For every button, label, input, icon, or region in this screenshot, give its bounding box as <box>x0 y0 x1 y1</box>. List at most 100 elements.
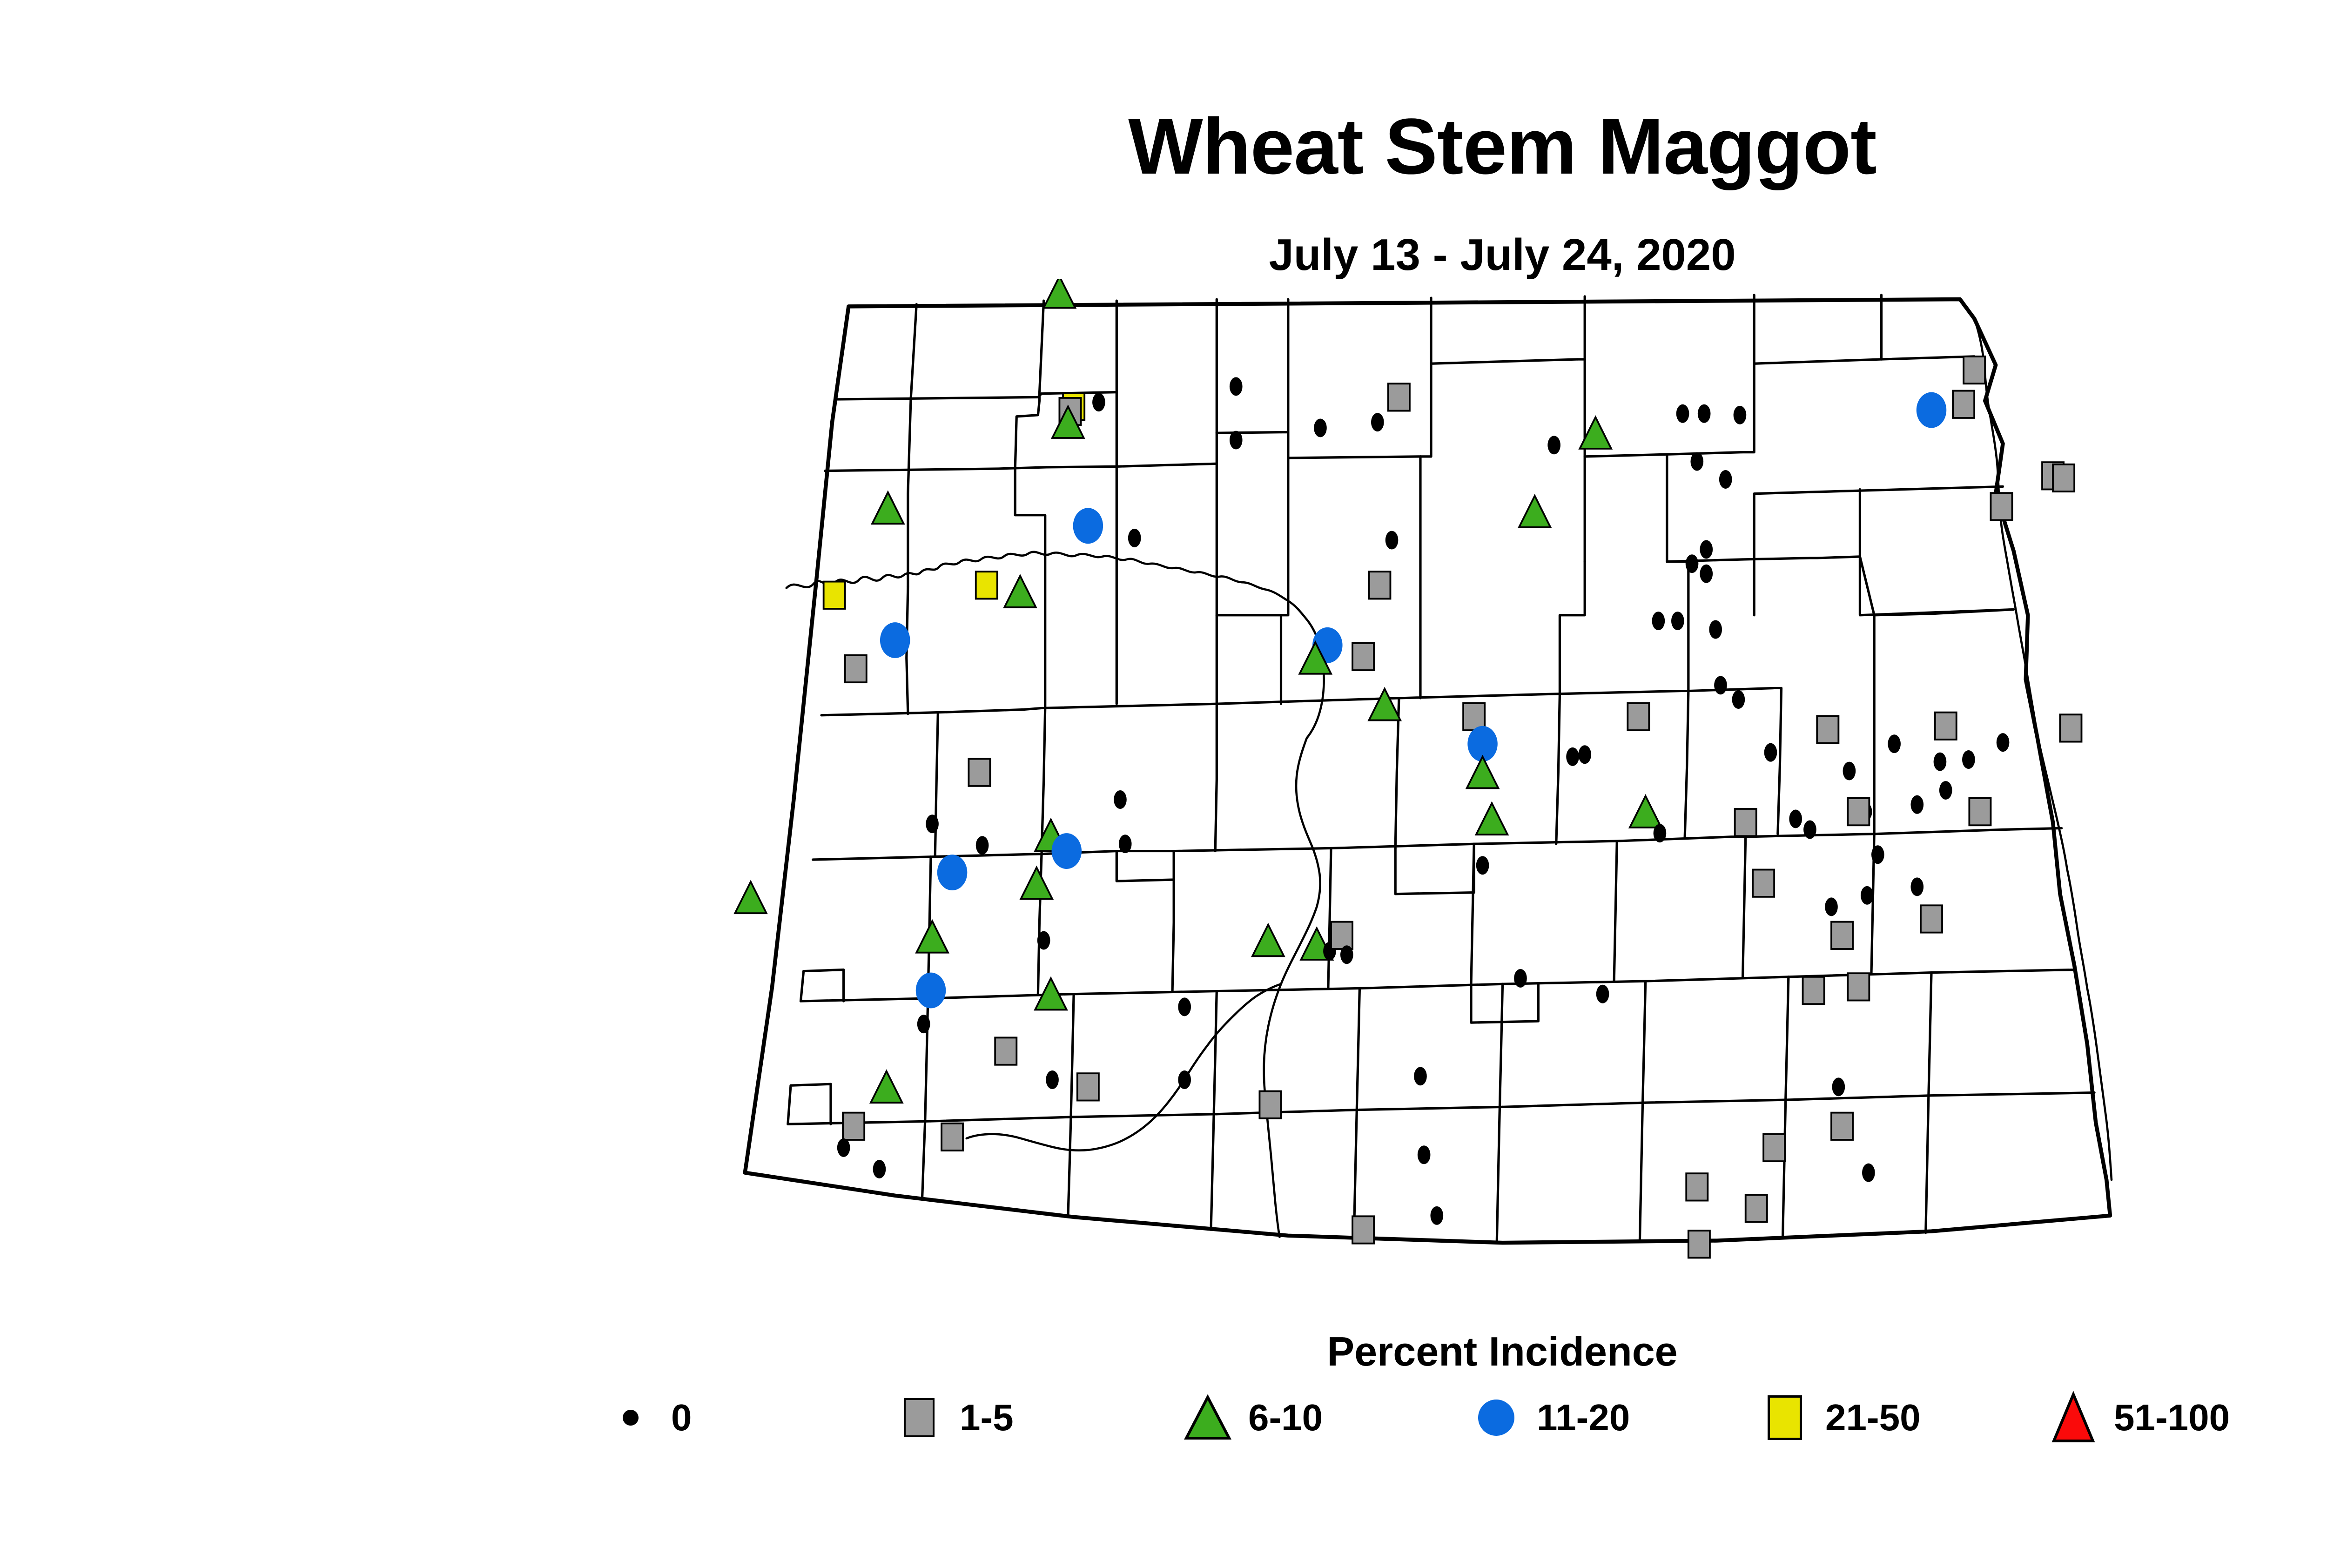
survey-marker <box>873 1160 886 1178</box>
page-subtitle: July 13 - July 24, 2020 <box>1269 230 1736 280</box>
county-boundaries <box>743 294 2113 1245</box>
blue-circle-icon <box>1466 1400 1527 1436</box>
survey-marker <box>1050 404 1085 439</box>
survey-marker <box>975 836 989 855</box>
survey-marker <box>1934 711 1957 740</box>
survey-marker <box>1385 531 1399 550</box>
survey-marker <box>1847 797 1870 827</box>
survey-marker <box>880 622 910 658</box>
survey-marker <box>1732 690 1745 709</box>
survey-marker <box>1752 868 1776 898</box>
legend-label-21-50: 21-50 <box>1825 1397 1921 1438</box>
survey-marker <box>1229 431 1243 450</box>
survey-marker <box>1628 794 1663 828</box>
legend-item-21-50: 21-50 <box>1755 1395 2043 1440</box>
survey-marker <box>1476 856 1489 875</box>
survey-marker <box>1685 1172 1709 1202</box>
survey-marker <box>1653 824 1667 843</box>
survey-marker <box>1803 820 1816 839</box>
red-river <box>1973 317 2113 1181</box>
survey-marker <box>1843 761 1856 781</box>
gray-square-icon <box>889 1398 949 1437</box>
survey-marker <box>1596 984 1609 1003</box>
survey-marker <box>1802 976 1825 1005</box>
survey-marker <box>1952 390 1976 419</box>
survey-marker <box>941 1122 964 1151</box>
survey-marker <box>1430 1206 1444 1225</box>
survey-marker <box>1330 921 1353 950</box>
survey-marker <box>1764 743 1777 762</box>
legend-label-11-20: 11-20 <box>1537 1397 1630 1438</box>
survey-marker <box>1414 1067 1427 1086</box>
survey-marker <box>1830 921 1854 950</box>
survey-marker <box>1578 415 1613 450</box>
survey-marker <box>1514 969 1527 988</box>
survey-marker <box>968 758 991 787</box>
survey-marker <box>1566 747 1579 766</box>
survey-marker <box>937 855 968 891</box>
yellow-square-icon <box>1755 1395 1815 1440</box>
survey-marker <box>1744 1194 1768 1223</box>
green-triangle-icon <box>1177 1394 1238 1441</box>
survey-marker <box>1178 1070 1191 1089</box>
survey-marker <box>1920 904 1943 934</box>
survey-marker <box>1832 1077 1845 1097</box>
survey-marker <box>1368 571 1392 600</box>
survey-marker <box>2059 713 2083 743</box>
survey-marker <box>1862 1163 1875 1182</box>
survey-marker <box>733 880 768 915</box>
survey-marker <box>1046 1070 1059 1089</box>
survey-marker <box>917 1015 930 1034</box>
survey-marker <box>870 490 905 525</box>
legend-label-6-10: 6-10 <box>1248 1397 1323 1438</box>
legend-items: 0 1-5 6-10 11-20 21-50 <box>600 1391 2327 1444</box>
survey-marker <box>1671 612 1684 631</box>
survey-marker <box>1128 528 1141 547</box>
survey-marker <box>1685 554 1699 573</box>
survey-marker <box>1709 620 1722 639</box>
survey-marker <box>1939 781 1952 800</box>
survey-marker <box>1990 492 2013 521</box>
survey-marker <box>1465 754 1500 789</box>
lake-sakakawea <box>785 551 1325 740</box>
map-svg <box>733 279 2113 1259</box>
missouri-river-west-branch <box>965 983 1282 1151</box>
survey-marker <box>915 919 949 954</box>
survey-markers <box>733 279 2083 1259</box>
missouri-river <box>1263 737 1321 1238</box>
survey-marker <box>1910 795 1924 814</box>
survey-marker <box>1417 1145 1431 1164</box>
survey-marker <box>1700 564 1713 583</box>
legend-item-1-5: 1-5 <box>889 1398 1177 1437</box>
survey-marker <box>994 1036 1018 1066</box>
survey-marker <box>1258 1090 1282 1119</box>
survey-marker <box>1700 540 1713 559</box>
survey-marker <box>1467 726 1498 762</box>
red-triangle-icon <box>2043 1391 2104 1444</box>
survey-marker <box>1517 494 1552 528</box>
survey-marker <box>1697 404 1711 423</box>
survey-marker <box>822 580 846 610</box>
survey-marker <box>869 1069 904 1104</box>
survey-marker <box>1888 734 1901 754</box>
survey-marker <box>1178 997 1191 1016</box>
survey-marker <box>1298 640 1333 675</box>
survey-marker <box>1340 945 1353 964</box>
survey-marker <box>1916 392 1947 428</box>
survey-marker <box>1092 393 1105 412</box>
survey-marker <box>1073 508 1103 544</box>
legend-label-1-5: 1-5 <box>960 1397 1014 1438</box>
survey-marker <box>1968 797 1992 827</box>
survey-marker <box>844 654 868 684</box>
survey-marker <box>1733 405 1747 424</box>
survey-marker <box>1652 612 1665 631</box>
survey-marker <box>1367 686 1402 721</box>
survey-marker <box>1352 642 1375 671</box>
survey-marker <box>1118 834 1132 854</box>
survey-marker <box>1687 1230 1711 1259</box>
survey-marker <box>1847 972 1870 1002</box>
survey-marker <box>975 571 998 600</box>
survey-marker <box>1314 418 1327 437</box>
north-dakota-county-map <box>582 279 2280 1280</box>
